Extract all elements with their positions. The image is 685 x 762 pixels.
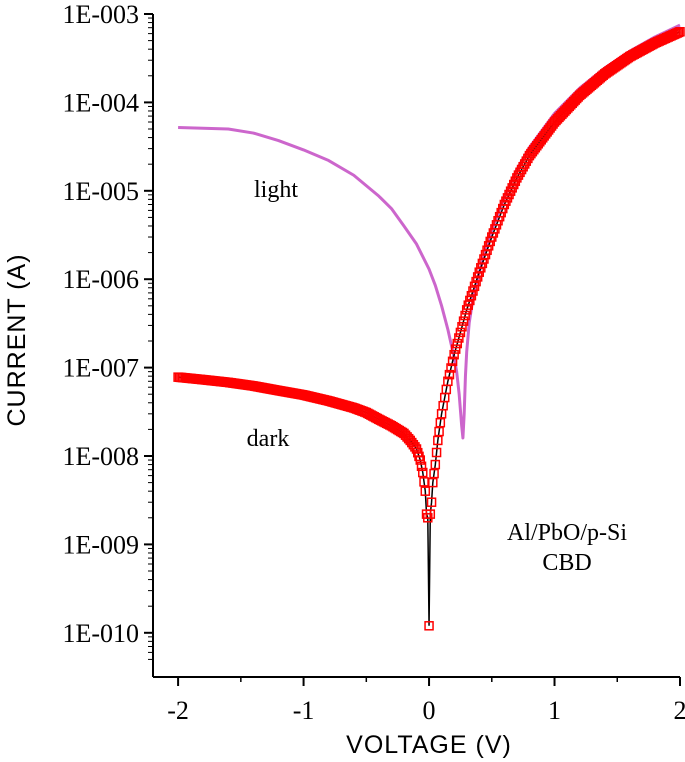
x-tick-label: -2 [167, 696, 189, 725]
dark-data-point [428, 477, 438, 488]
dark-data-point [430, 459, 441, 470]
dark-data-point [450, 344, 461, 354]
dark-data-point [429, 468, 439, 479]
dark-data-point [449, 349, 459, 360]
dark-data-point [425, 509, 436, 519]
dark-data-point [675, 26, 685, 37]
dark-data-point [415, 455, 426, 465]
dark-data-point [431, 447, 442, 458]
dark-data-point [426, 497, 437, 507]
plot-area [173, 23, 685, 631]
y-tick-label: 1E-008 [62, 442, 139, 471]
dark-data-point [444, 369, 455, 380]
sample-label-line1: Al/PbO/p-Si [507, 520, 627, 546]
dark-data-point [460, 310, 470, 321]
axes: -2 -1 0 1 2 1E-010 1E-009 1E-008 1E-007 1E-006 1E-… [62, 0, 685, 725]
y-tick-label: 1E-003 [62, 0, 139, 29]
x-tick-label: -1 [293, 696, 315, 725]
dark-data-point [458, 316, 469, 326]
dark-data-point [435, 417, 446, 428]
dark-data-point [455, 327, 466, 338]
y-tick-label: 1E-009 [62, 530, 139, 559]
dark-data-point [447, 356, 458, 367]
y-tick-label: 1E-006 [62, 265, 139, 294]
x-tick-label: 2 [674, 696, 685, 725]
light-curve [178, 23, 681, 440]
y-tick-label: 1E-007 [62, 354, 139, 383]
dark-data-point [452, 338, 463, 349]
x-tick-label: 0 [423, 696, 436, 725]
y-axis-label: CURRENT (A) [3, 253, 31, 426]
dark-data-point [457, 322, 467, 332]
dark-data-point [420, 486, 431, 496]
dark-data-point [446, 363, 456, 373]
dark-data-point [419, 477, 429, 487]
dark-annotation: dark [247, 426, 290, 452]
dark-markers [173, 26, 685, 631]
dark-data-point [418, 467, 428, 478]
light-annotation: light [254, 177, 298, 203]
x-tick-label: 1 [548, 696, 561, 725]
y-tick-label: 1E-010 [62, 619, 139, 648]
sample-label-line2: CBD [542, 550, 591, 576]
y-tick-label: 1E-005 [62, 177, 139, 206]
dark-data-point [410, 442, 420, 452]
dark-data-point [443, 376, 453, 387]
dark-data-point [416, 461, 427, 472]
dark-data-point [434, 426, 444, 437]
x-axis-label: VOLTAGE (V) [346, 731, 512, 759]
dark-data-point [454, 333, 464, 343]
dark-data-point [433, 435, 443, 446]
y-tick-label: 1E-004 [62, 88, 139, 117]
dark-data-point [424, 621, 434, 631]
